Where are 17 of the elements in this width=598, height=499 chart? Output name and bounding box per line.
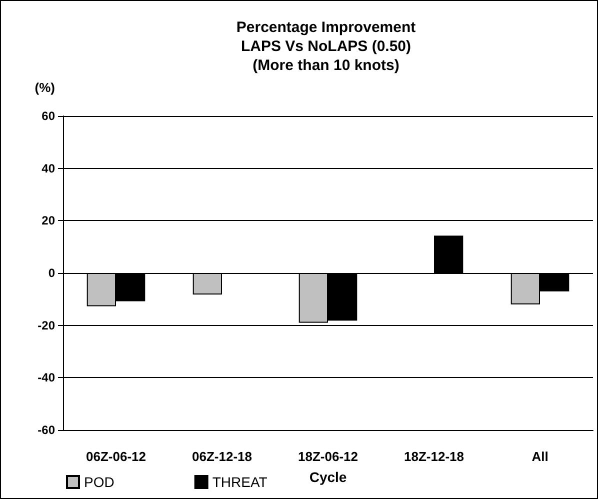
x-tick-label: 18Z-06-12 (298, 449, 358, 464)
x-tick-label: 06Z-12-18 (192, 449, 252, 464)
x-tick-label: 18Z-12-18 (404, 449, 464, 464)
legend-label: POD (84, 474, 114, 490)
y-tick-label: 40 (42, 161, 56, 176)
y-tick-label: 0 (48, 266, 56, 280)
y-tick-label: 20 (42, 214, 56, 228)
y-tick-label: -40 (38, 370, 56, 385)
chart-title: Percentage Improvement LAPS Vs NoLAPS (0.50) (More than 10 knots) (236, 19, 416, 74)
y-tick-label: 60 (42, 109, 56, 123)
x-tick-label: All (532, 449, 548, 464)
legend-label: THREAT (212, 474, 268, 490)
x-tick-label: 06Z-06-12 (86, 449, 146, 464)
y-tick-label: -60 (38, 423, 56, 437)
x-axis-title: Cycle (309, 469, 347, 485)
y-axis-title: (%) (34, 80, 55, 95)
y-tick-label: -20 (38, 318, 56, 332)
